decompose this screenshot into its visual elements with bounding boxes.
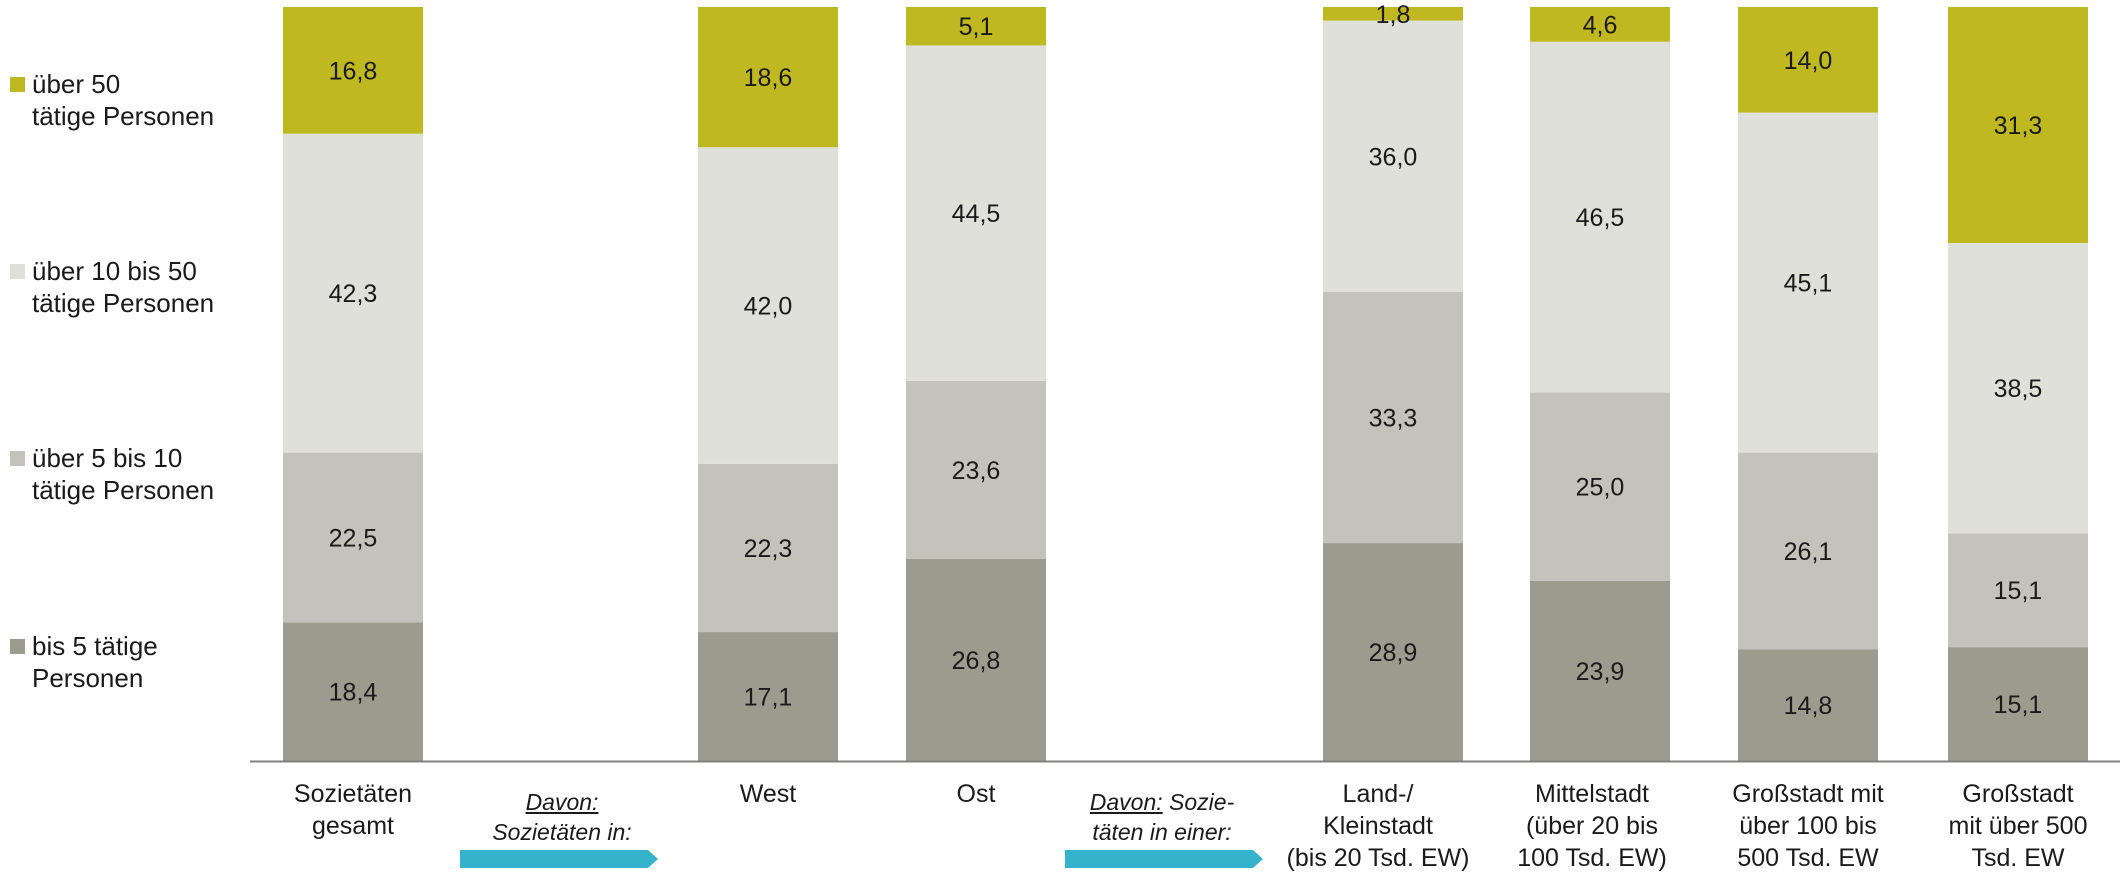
davon-arrow xyxy=(460,850,658,868)
bar-segment xyxy=(1948,243,2088,534)
data-label: 45,1 xyxy=(1784,270,1833,298)
bar-segment xyxy=(283,133,423,453)
bar-segment xyxy=(1323,543,1463,761)
bar-segment xyxy=(1323,20,1463,293)
legend-label: über 50 tätige Personen xyxy=(32,69,215,131)
category-label: Großstadt mit über 100 bis 500 Tsd. EW xyxy=(1732,780,1884,872)
davon-rest: Sozietäten in: xyxy=(492,819,632,845)
data-label: 23,9 xyxy=(1576,658,1625,686)
data-label: 15,1 xyxy=(1994,691,2043,719)
bar-segment xyxy=(1738,649,1878,761)
bar-segment xyxy=(1530,41,1670,393)
bar-segment xyxy=(698,147,838,464)
data-label: 14,8 xyxy=(1784,692,1833,720)
data-label: 22,5 xyxy=(329,524,378,552)
data-label: 23,6 xyxy=(952,457,1001,485)
bar-segment xyxy=(698,7,838,148)
data-label: 38,5 xyxy=(1994,375,2043,403)
arrow-shape xyxy=(460,850,658,868)
data-label: 16,8 xyxy=(329,57,378,85)
data-label: 42,0 xyxy=(744,293,793,321)
bar-segment xyxy=(906,558,1046,761)
bar-segment xyxy=(283,452,423,623)
category-label: Land-/ Kleinstadt (bis 20 Tsd. EW) xyxy=(1286,780,1470,872)
bar-segment xyxy=(906,380,1046,559)
bars-group: 18,4 22,5 42,3 16,8 17,1 22,3 42,0 18,6 26,8 23,6… xyxy=(283,1,2088,761)
category-label: Sozietäten gesamt xyxy=(293,780,413,840)
legend-swatch xyxy=(10,451,25,466)
data-label: 36,0 xyxy=(1369,143,1418,171)
category-label: West xyxy=(739,780,797,808)
davon-note: Davon: Sozietäten in: xyxy=(462,787,662,847)
data-label: 15,1 xyxy=(1994,577,2043,605)
legend-label: über 10 bis 50 tätige Personen xyxy=(32,256,215,318)
data-label: 46,5 xyxy=(1576,204,1625,232)
data-label: 1,8 xyxy=(1376,1,1411,29)
data-label: 22,3 xyxy=(744,535,793,563)
bar-segment xyxy=(1323,292,1463,544)
data-label: 14,0 xyxy=(1784,47,1833,75)
legend-swatch xyxy=(10,639,25,654)
davon-prefix: Davon: xyxy=(525,789,599,815)
davon-rest: Sozie- täten in einer: xyxy=(1092,789,1235,845)
davon-arrow xyxy=(1065,850,1263,868)
bar-segment xyxy=(1948,7,2088,244)
bar-segment xyxy=(1530,392,1670,581)
davon-note: Davon: Sozie- täten in einer: xyxy=(1062,787,1262,847)
bar-segment xyxy=(283,622,423,761)
bar-segment xyxy=(698,632,838,761)
data-label: 18,6 xyxy=(744,64,793,92)
bar-segment xyxy=(1738,112,1878,453)
data-label: 26,1 xyxy=(1784,538,1833,566)
arrow-shape xyxy=(1065,850,1263,868)
data-label: 25,0 xyxy=(1576,474,1625,502)
data-label: 44,5 xyxy=(952,200,1001,228)
data-label: 5,1 xyxy=(959,13,994,41)
bar-segment xyxy=(1530,7,1670,42)
legend-swatch xyxy=(10,77,25,92)
bar-segment xyxy=(1738,7,1878,113)
davon-prefix: Davon: xyxy=(1089,789,1163,815)
bar-segment xyxy=(1530,580,1670,761)
bar-segment xyxy=(1948,647,2088,761)
legend-swatch xyxy=(10,264,25,279)
bar-segment xyxy=(1738,452,1878,650)
data-label: 26,8 xyxy=(952,647,1001,675)
data-label: 42,3 xyxy=(329,280,378,308)
data-label: 17,1 xyxy=(744,684,793,712)
data-label: 4,6 xyxy=(1583,11,1618,39)
bar-segment xyxy=(283,7,423,134)
legend-label: bis 5 tätige Personen xyxy=(32,631,158,693)
data-label: 31,3 xyxy=(1994,112,2043,140)
category-label: Ost xyxy=(956,780,996,808)
bar-segment xyxy=(1948,533,2088,648)
category-label: Großstadt mit über 500 Tsd. EW xyxy=(1948,780,2088,872)
bar-segment xyxy=(1323,7,1463,21)
category-label: Mittelstadt (über 20 bis 100 Tsd. EW) xyxy=(1517,780,1667,872)
bar-segment xyxy=(906,45,1046,381)
data-label: 18,4 xyxy=(329,679,378,707)
data-label: 33,3 xyxy=(1369,405,1418,433)
data-label: 28,9 xyxy=(1369,639,1418,667)
legend-label: über 5 bis 10 tätige Personen xyxy=(32,443,215,505)
bar-segment xyxy=(906,7,1046,46)
bar-segment xyxy=(698,463,838,633)
